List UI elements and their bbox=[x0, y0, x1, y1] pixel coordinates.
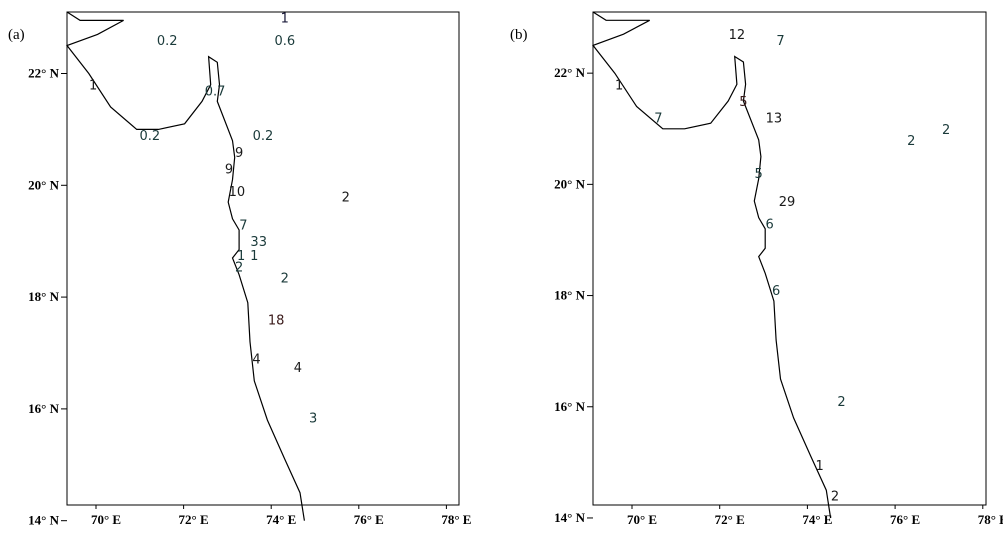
panel-label: (a) bbox=[8, 27, 25, 43]
lon-tick-label: 78° E bbox=[441, 512, 471, 527]
station-value-label: 0.2 bbox=[253, 129, 274, 144]
station-value-label: 7 bbox=[239, 218, 247, 233]
latitude-axis: 14° N 16° N 18° N 20° N 22° N bbox=[554, 65, 593, 525]
lon-tick-label: 78° E bbox=[978, 512, 1003, 527]
longitude-axis: 70° E 72° E 74° E 76° E 78° E bbox=[627, 505, 1003, 527]
map-panel-a: (a) 14° N 16° N 18° N 20° N 22° N 70° E 72° E… bbox=[8, 11, 471, 528]
panel-label: (b) bbox=[510, 27, 528, 43]
lat-tick-label: 18° N bbox=[28, 289, 59, 304]
lon-tick-label: 72° E bbox=[715, 512, 745, 527]
station-value-label: 2 bbox=[907, 134, 915, 149]
longitude-axis: 70° E 72° E 74° E 76° E 78° E bbox=[91, 505, 471, 527]
station-value-label: 9 bbox=[235, 146, 243, 161]
station-value-label: 3 bbox=[309, 411, 317, 426]
station-value-label: 0.7 bbox=[205, 84, 226, 99]
station-value-label: 7 bbox=[654, 112, 662, 127]
station-value-label: 10 bbox=[229, 185, 246, 200]
station-value-label: 4 bbox=[294, 361, 302, 376]
lat-tick-label: 20° N bbox=[554, 176, 585, 191]
station-value-label: 7 bbox=[776, 34, 784, 49]
station-value-label: 18 bbox=[268, 313, 285, 328]
lat-tick-label: 14° N bbox=[28, 513, 59, 528]
station-value-label: 1 bbox=[89, 79, 97, 94]
coastline bbox=[66, 11, 305, 521]
station-value-label: 0.6 bbox=[274, 34, 295, 49]
station-value-label: 29 bbox=[779, 195, 796, 210]
map-frame bbox=[592, 11, 987, 506]
station-value-label: 0.2 bbox=[157, 34, 178, 49]
station-value-label: 0.2 bbox=[139, 129, 160, 144]
station-value-label: 12 bbox=[729, 28, 746, 43]
map-frame bbox=[66, 11, 460, 506]
lon-tick-label: 70° E bbox=[91, 512, 121, 527]
latitude-axis: 14° N 16° N 18° N 20° N 22° N bbox=[28, 65, 67, 528]
station-value-label: 2 bbox=[281, 272, 289, 287]
lon-tick-label: 74° E bbox=[266, 512, 296, 527]
lon-tick-label: 74° E bbox=[802, 512, 832, 527]
station-value-label: 1 bbox=[816, 459, 824, 474]
station-value-label: 2 bbox=[837, 395, 845, 410]
station-value-label: 2 bbox=[942, 123, 950, 138]
station-value-label: 13 bbox=[766, 112, 783, 127]
lat-tick-label: 16° N bbox=[28, 401, 59, 416]
station-value-label: 6 bbox=[772, 284, 780, 299]
lat-tick-label: 16° N bbox=[554, 399, 585, 414]
station-value-label: 4 bbox=[252, 353, 260, 368]
lat-tick-label: 14° N bbox=[554, 510, 585, 525]
station-value-label: 2 bbox=[235, 260, 243, 275]
station-value-label: 9 bbox=[225, 163, 233, 178]
lon-tick-label: 70° E bbox=[627, 512, 657, 527]
map-panel-b: (b) 14° N 16° N 18° N 20° N 22° N 70° E 72° E… bbox=[510, 11, 1003, 527]
lon-tick-label: 76° E bbox=[354, 512, 384, 527]
station-value-label: 2 bbox=[831, 490, 839, 505]
coastline bbox=[592, 11, 832, 519]
lon-tick-label: 72° E bbox=[179, 512, 209, 527]
station-value-label: 2 bbox=[342, 191, 350, 206]
lon-tick-label: 76° E bbox=[890, 512, 920, 527]
lat-tick-label: 22° N bbox=[554, 65, 585, 80]
station-value-label: 1 bbox=[615, 78, 623, 93]
station-value-label: 5 bbox=[739, 95, 747, 110]
station-value-label: 33 bbox=[250, 235, 267, 250]
station-value-label: 5 bbox=[755, 167, 763, 182]
station-value-label: 6 bbox=[765, 217, 773, 232]
lat-tick-label: 22° N bbox=[28, 65, 59, 80]
station-value-label: 1 bbox=[250, 249, 258, 264]
lat-tick-label: 18° N bbox=[554, 288, 585, 303]
lat-tick-label: 20° N bbox=[28, 177, 59, 192]
station-value-label: 1 bbox=[281, 12, 289, 27]
station-value-label: 1 bbox=[237, 249, 245, 264]
